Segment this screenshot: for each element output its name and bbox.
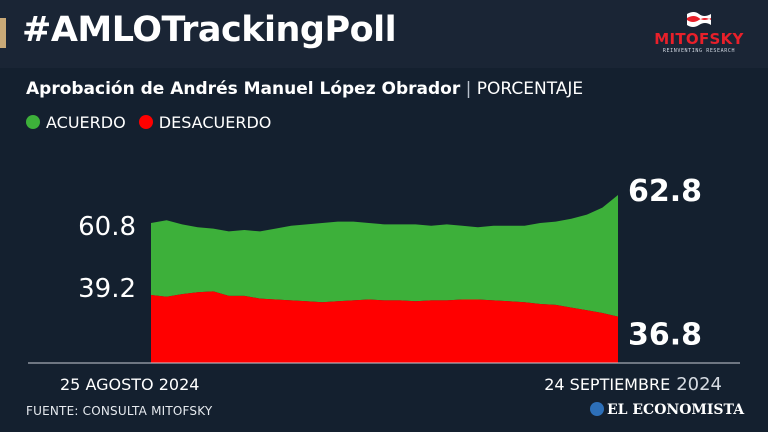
legend-item-desacuerdo: DESACUERDO [138, 113, 272, 132]
legend-dot-red [138, 115, 153, 129]
x-label-start: 25 AGOSTO 2024 [60, 375, 199, 394]
logo-text: MITOFSKY [654, 30, 744, 48]
x-label-end-day-month: 24 SEPTIEMBRE [544, 375, 670, 394]
legend-label-desacuerdo: DESACUERDO [158, 113, 272, 132]
subtitle-separator: | [465, 79, 472, 99]
area-chart: 60.8 39.2 62.8 36.8 25 AGOSTO 2024 24 SE… [28, 174, 740, 395]
mitofsky-logo: MITOFSKY REINVENTING RESEARCH [654, 10, 744, 58]
logo-subtext: REINVENTING RESEARCH [662, 48, 736, 54]
flag-icon [687, 12, 711, 27]
end-label-acuerdo: 62.8 [628, 174, 702, 209]
header-accent-bar [0, 18, 6, 48]
x-label-end-year: 2024 [676, 374, 722, 395]
footer-source: FUENTE: CONSULTA MITOFSKY [26, 404, 213, 418]
footer-brand-text: EL ECONOMISTA [607, 402, 745, 418]
header: #AMLOTrackingPoll MITOFSKY REINVENTING R… [0, 0, 768, 68]
legend-item-acuerdo: ACUERDO [26, 113, 126, 132]
series-area-desacuerdo [151, 291, 618, 363]
series-area-acuerdo [151, 195, 618, 317]
footer-brand: EL ECONOMISTA [590, 402, 744, 418]
chart-subtitle: Aprobación de Andrés Manuel López Obrado… [26, 79, 583, 99]
subtitle-unit: PORCENTAJE [476, 79, 584, 99]
legend-dot-green [26, 115, 40, 129]
start-label-desacuerdo: 39.2 [78, 274, 136, 304]
page-title: #AMLOTrackingPoll [22, 10, 397, 50]
subtitle-main: Aprobación de Andrés Manuel López Obrado… [26, 79, 461, 99]
x-label-end: 24 SEPTIEMBRE 2024 [544, 374, 722, 395]
start-label-acuerdo: 60.8 [78, 212, 136, 242]
end-label-desacuerdo: 36.8 [628, 318, 702, 353]
el-economista-icon [590, 402, 604, 416]
chart-legend: ACUERDO DESACUERDO [26, 113, 279, 132]
legend-label-acuerdo: ACUERDO [46, 113, 126, 132]
